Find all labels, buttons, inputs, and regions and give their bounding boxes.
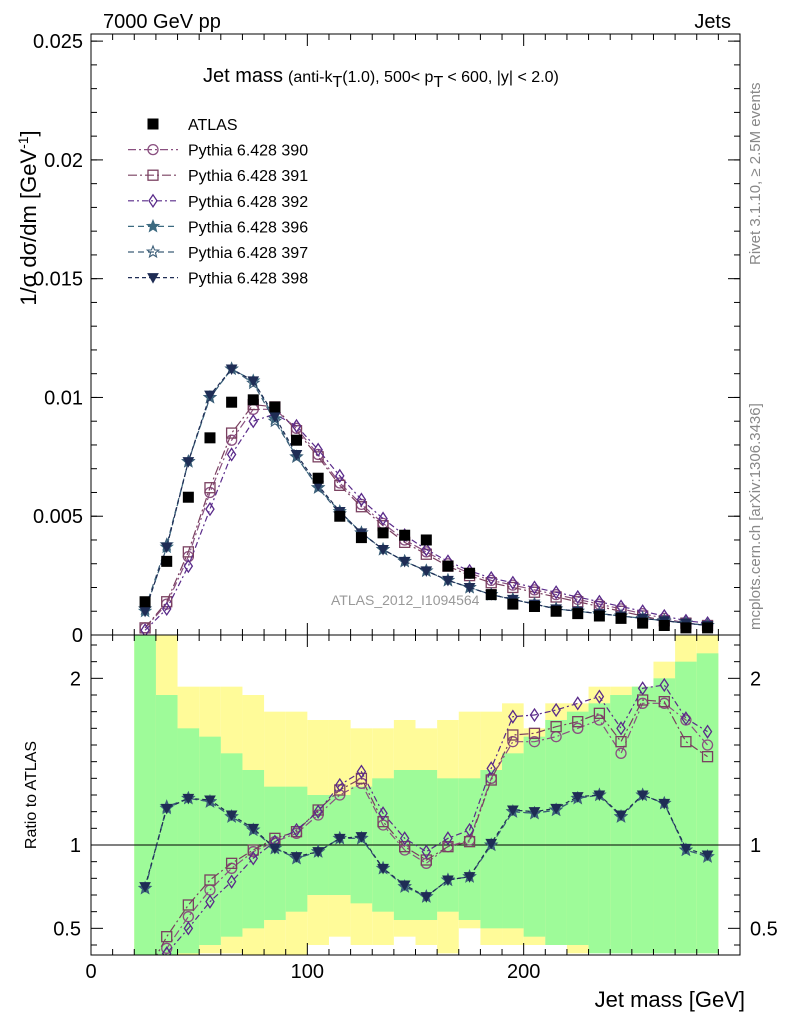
ratio-point-pythia-6-428-391 xyxy=(140,972,150,982)
ratio-band-green xyxy=(502,753,524,928)
ratio-tick-label-right: 0.5 xyxy=(750,918,778,940)
ratio-band-green xyxy=(524,737,546,937)
series-point-pythia-6-428-392 xyxy=(206,503,214,515)
ratio-band-green xyxy=(653,678,675,953)
main-panel: 00.0050.010.0150.020.025 ATLAS_2012_I109… xyxy=(15,31,740,647)
ratio-tick-label-right: 2 xyxy=(750,668,761,690)
ratio-band-green xyxy=(545,720,567,945)
atlas-data-point xyxy=(421,534,432,545)
atlas-data-point xyxy=(616,613,627,624)
atlas-data-point xyxy=(399,530,410,541)
rivet-label: Rivet 3.1.10, ≥ 2.5M events xyxy=(747,83,764,266)
atlas-data-point xyxy=(378,527,389,538)
y-tick-label: 0.025 xyxy=(33,31,83,53)
atlas-data-point xyxy=(442,561,453,572)
plot-subtitle-mid: (1.0), 500< p xyxy=(342,69,433,86)
atlas-data-point xyxy=(551,606,562,617)
plot-title: Jet mass (anti-kT(1.0), 500< pT < 600, |y… xyxy=(203,65,559,91)
source-label: mcplots.cern.ch [arXiv:1306.3436] xyxy=(747,403,764,630)
atlas-data-point xyxy=(313,473,324,484)
atlas-data-point xyxy=(334,511,345,522)
ratio-tick-label-right: 1 xyxy=(750,835,761,857)
atlas-data-point xyxy=(529,601,540,612)
series-point-pythia-6-428-392 xyxy=(249,415,257,427)
atlas-data-point xyxy=(486,589,497,600)
x-tick-label: 200 xyxy=(507,961,540,983)
plot-subtitle-suffix: < 600, |y| < 2.0) xyxy=(443,69,559,86)
atlas-data-point xyxy=(572,608,583,619)
ratio-panel: 0.5 0.5 1 1 2 2 Ratio to ATLAS xyxy=(23,635,778,993)
legend-label-pythia-6-428-396: Pythia 6.428 396 xyxy=(188,219,308,236)
legend-label-pythia-6-428-398: Pythia 6.428 398 xyxy=(188,271,308,288)
ratio-band-green xyxy=(459,778,481,920)
y-axis-title-exponent: -1 xyxy=(15,136,31,149)
plot-subtitle-sub1: T xyxy=(332,74,342,91)
energy-label: 7000 GeV pp xyxy=(103,11,221,33)
atlas-data-point xyxy=(702,622,713,633)
atlas-data-point xyxy=(248,394,259,405)
atlas-data-point xyxy=(140,596,151,607)
y-tick-label: 0.02 xyxy=(44,150,83,172)
atlas-data-point xyxy=(204,432,215,443)
atlas-data-point xyxy=(356,532,367,543)
legend: ATLAS Pythia 6.428 390 Pythia 6.428 391 Pyt… xyxy=(128,117,308,288)
legend-label-atlas: ATLAS xyxy=(188,117,238,134)
atlas-data-point xyxy=(269,401,280,412)
atlas-data-point xyxy=(659,620,670,631)
ratio-band-green xyxy=(156,695,178,955)
jet-mass-figure: 7000 GeV pp Jets Rivet 3.1.10, ≥ 2.5M ev… xyxy=(0,0,786,1024)
ratio-band-green xyxy=(675,662,697,954)
ratio-band-green xyxy=(589,703,611,953)
atlas-data-point xyxy=(226,397,237,408)
ratio-band-green xyxy=(134,635,156,955)
legend-label-pythia-6-428-391: Pythia 6.428 391 xyxy=(188,168,308,185)
ratio-tick-label: 0.5 xyxy=(53,918,81,940)
plot-subtitle-prefix: (anti-k xyxy=(288,69,333,86)
x-tick-label: 100 xyxy=(291,961,324,983)
atlas-data-point xyxy=(291,435,302,446)
atlas-data-point xyxy=(680,622,691,633)
ratio-tick-label: 1 xyxy=(70,835,81,857)
y-axis-title-close: ] xyxy=(16,130,41,136)
ratio-point-pythia-6-428-392 xyxy=(141,981,149,993)
x-axis-title: Jet mass [GeV] xyxy=(595,987,745,1012)
legend-marker-atlas xyxy=(148,119,159,130)
category-label: Jets xyxy=(694,11,731,33)
atlas-data-point xyxy=(507,599,518,610)
ratio-band-green xyxy=(567,712,589,945)
ratio-point-pythia-6-428-390 xyxy=(140,970,150,980)
atlas-data-point xyxy=(183,492,194,503)
y-tick-label: 0 xyxy=(72,625,83,647)
atlas-data-point xyxy=(637,618,648,629)
ratio-band-green xyxy=(697,653,719,953)
ratio-band-green xyxy=(286,787,308,912)
legend-label-pythia-6-428-392: Pythia 6.428 392 xyxy=(188,194,308,211)
legend-label-pythia-6-428-390: Pythia 6.428 390 xyxy=(188,143,308,160)
ratio-band-green xyxy=(242,770,264,928)
ratio-tick-label: 2 xyxy=(70,668,81,690)
y-axis-title-main: 1/σ dσ/dm [GeV xyxy=(16,149,41,306)
plot-title-main: Jet mass xyxy=(203,65,283,87)
analysis-watermark: ATLAS_2012_I1094564 xyxy=(331,592,480,608)
y-tick-label: 0.01 xyxy=(44,387,83,409)
x-tick-label: 0 xyxy=(85,961,96,983)
legend-label-pythia-6-428-397: Pythia 6.428 397 xyxy=(188,245,308,262)
ratio-uncertainty-bands xyxy=(134,635,718,955)
y-tick-label: 0.005 xyxy=(33,506,83,528)
ratio-y-axis-title: Ratio to ATLAS xyxy=(23,741,40,849)
atlas-data-point xyxy=(594,610,605,621)
atlas-data-point xyxy=(464,568,475,579)
ratio-band-green xyxy=(199,737,221,945)
ratio-band-green xyxy=(632,687,654,954)
y-axis-title: 1/σ dσ/dm [GeV-1] xyxy=(15,130,41,305)
atlas-data-point xyxy=(161,556,172,567)
legend-marker-pythia-6-428-396 xyxy=(147,220,158,231)
